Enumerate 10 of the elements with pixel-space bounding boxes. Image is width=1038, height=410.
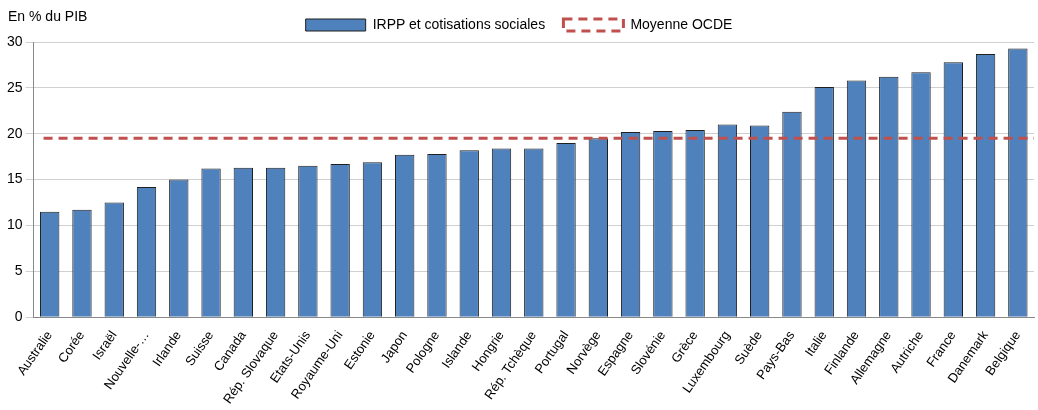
y-axis-title: En % du PIB bbox=[8, 7, 88, 24]
y-tick-label: 15 bbox=[6, 170, 23, 187]
legend-label: IRPP et cotisations sociales bbox=[372, 15, 546, 32]
legend-label: Moyenne OCDE bbox=[630, 15, 733, 32]
y-tick-label: 5 bbox=[14, 262, 23, 279]
y-tick-label: 20 bbox=[6, 124, 23, 141]
y-tick-label: 10 bbox=[6, 216, 23, 233]
y-tick-label: 25 bbox=[6, 78, 23, 95]
y-tick-label: 0 bbox=[14, 308, 23, 325]
y-tick-label: 30 bbox=[6, 32, 23, 49]
